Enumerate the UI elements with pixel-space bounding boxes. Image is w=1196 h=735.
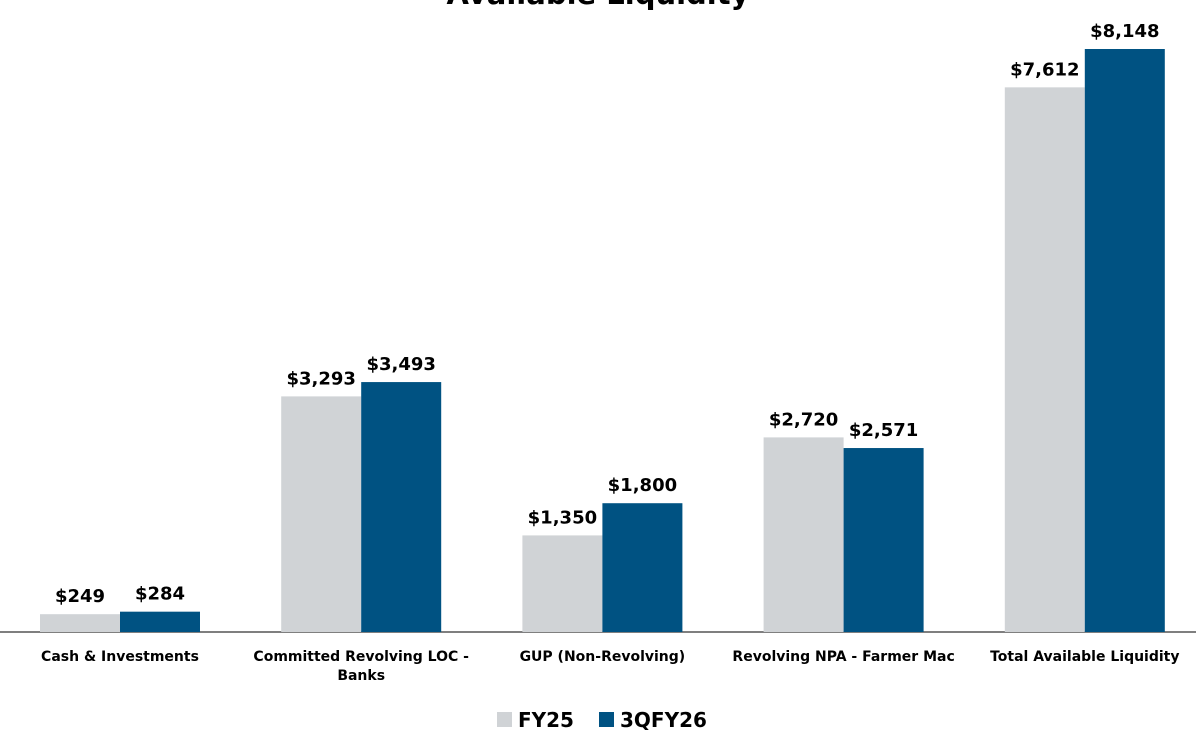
value-label: $249 — [55, 586, 105, 607]
bar — [1084, 49, 1165, 632]
legend-swatch — [599, 712, 614, 727]
bar — [763, 437, 844, 632]
x-tick-label: Revolving NPA - Farmer Mac — [732, 649, 955, 665]
value-label: $3,493 — [366, 354, 435, 375]
value-label: $3,293 — [286, 368, 355, 389]
bar — [361, 382, 442, 632]
value-label: $1,800 — [608, 475, 677, 496]
bar — [1004, 87, 1085, 632]
bar — [602, 503, 683, 632]
bar — [120, 611, 200, 632]
value-label: $8,148 — [1090, 21, 1159, 42]
bar — [40, 614, 120, 632]
bar — [281, 396, 362, 632]
x-tick-label: Committed Revolving LOC - Banks — [253, 649, 469, 684]
chart-title: Available Liquidity — [446, 0, 749, 11]
value-label: $1,350 — [528, 507, 597, 528]
legend-label: 3QFY26 — [620, 708, 707, 732]
bar — [522, 535, 603, 632]
legend-label: FY25 — [518, 708, 574, 732]
value-label: $2,720 — [769, 409, 838, 430]
x-tick-label: GUP (Non-Revolving) — [519, 649, 686, 665]
x-tick-label: Total Available Liquidity — [990, 649, 1180, 665]
x-tick-label: Cash & Investments — [41, 649, 199, 665]
value-label: $7,612 — [1010, 59, 1079, 80]
legend-swatch — [497, 712, 512, 727]
bar — [843, 448, 924, 632]
value-label: $2,571 — [849, 420, 918, 441]
value-label: $284 — [135, 584, 185, 605]
